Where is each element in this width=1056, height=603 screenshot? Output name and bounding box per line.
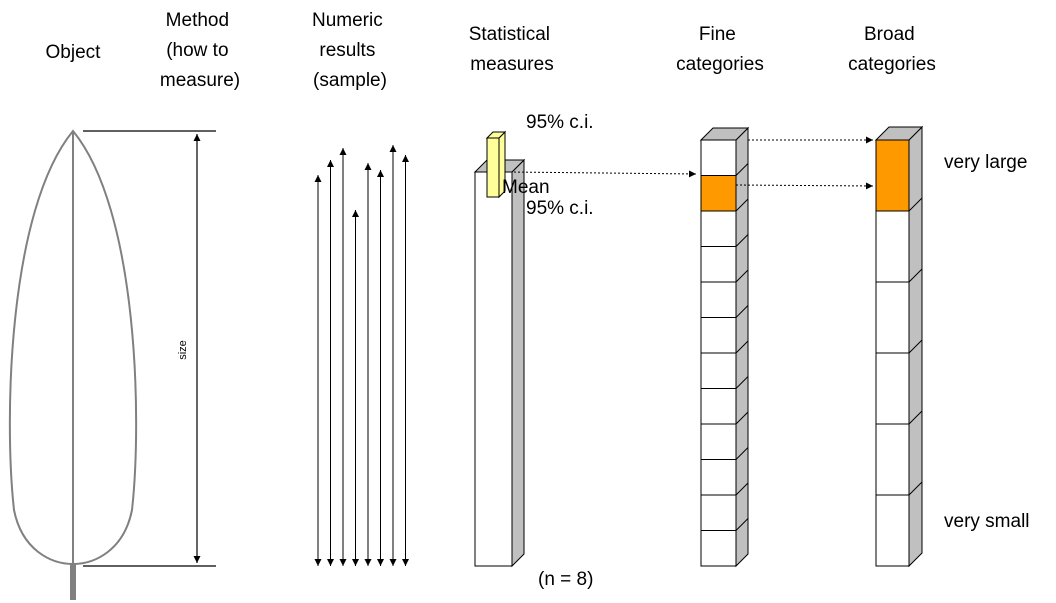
fine-category-cell — [700, 352, 737, 389]
sample-size-label: (n = 8) — [538, 569, 593, 590]
ci-upper-label: 95% c.i. — [526, 112, 594, 133]
broad-category-side-divider — [908, 197, 923, 212]
fine-category-cell — [700, 423, 737, 460]
broad-category-side-divider — [908, 268, 923, 283]
fine-category-cell — [700, 494, 737, 531]
leaf-petiole — [70, 564, 76, 600]
ci-box — [486, 137, 500, 198]
size-label: size — [177, 340, 189, 360]
fine-category-side-divider — [735, 234, 749, 247]
fine-category-cell — [700, 246, 737, 283]
header-numeric-results: Numeric results (sample) — [312, 10, 388, 91]
mean-to-fine-arrow — [509, 170, 697, 178]
mean-label: Mean — [502, 177, 550, 198]
fine-category-side-divider — [735, 482, 749, 496]
fine-category-side-divider — [735, 198, 749, 212]
fine-category-cell — [700, 459, 737, 496]
fine-to-broad-arrow-bottom — [735, 182, 874, 190]
fine-category-side-divider — [735, 447, 749, 460]
leaf-object — [8, 129, 138, 600]
broad-category-side-divider — [908, 339, 923, 354]
header-broad-categories: Broad categories — [848, 24, 936, 75]
broad-category-cell — [875, 281, 910, 354]
broad-category-cell — [875, 139, 910, 212]
header-fine-categories: Fine categories — [676, 24, 764, 75]
fine-category-cell — [700, 388, 737, 425]
fine-category-cell — [700, 139, 737, 176]
sample-arrows — [314, 145, 409, 566]
fine-category-side-divider — [735, 340, 749, 354]
header-method: Method (how to measure) — [160, 10, 240, 91]
header-object: Object — [46, 42, 102, 63]
stat-column-front — [474, 171, 513, 567]
fine-category-side-divider — [735, 376, 749, 389]
fine-category-cell — [700, 175, 737, 212]
broad-category-side-divider — [908, 481, 923, 496]
fine-category-side-divider — [735, 518, 749, 531]
broad-category-cell — [875, 352, 910, 425]
statistical-column: 95% c.i. Mean 95% c.i. (n = 8) — [473, 112, 594, 590]
fine-category-side-divider — [735, 411, 749, 425]
header-statistical-measures: Statistical measures — [469, 24, 556, 75]
fine-category-cell — [700, 530, 737, 567]
broad-category-cell — [875, 423, 910, 496]
fine-category-side-divider — [735, 305, 749, 318]
broad-categories-column — [874, 125, 924, 568]
fine-category-cell — [700, 210, 737, 247]
fine-category-side-divider — [735, 163, 749, 176]
very-small-label: very small — [944, 511, 1030, 532]
fine-categories-column — [699, 126, 750, 568]
fine-category-cell — [700, 281, 737, 318]
size-measure: size — [83, 130, 216, 567]
broad-category-cell — [875, 210, 910, 283]
fine-category-side-divider — [735, 269, 749, 283]
fine-category-cell — [700, 317, 737, 354]
broad-category-cell — [875, 494, 910, 567]
ci-lower-label: 95% c.i. — [526, 198, 594, 219]
ci-box-top — [485, 131, 507, 139]
very-large-label: very large — [944, 152, 1027, 173]
broad-category-side-divider — [908, 410, 923, 425]
stat-column-side — [511, 158, 525, 568]
